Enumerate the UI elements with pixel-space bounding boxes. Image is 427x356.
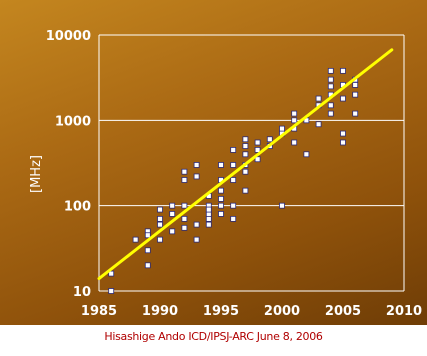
data-point — [315, 95, 322, 102]
data-point — [254, 139, 261, 146]
data-point — [205, 221, 212, 228]
data-point — [157, 206, 163, 213]
data-point — [218, 202, 224, 209]
y-tick-100: 100 — [64, 200, 91, 215]
data-point — [205, 206, 212, 213]
y-tick-10000: 10000 — [46, 29, 91, 44]
data-point — [218, 196, 224, 202]
data-point — [340, 95, 346, 102]
data-point — [254, 147, 261, 153]
trend-line — [97, 48, 394, 281]
data-point — [242, 136, 249, 143]
data-points — [108, 67, 359, 294]
y-tick-labels: 10 100 1000 10000 — [46, 29, 91, 300]
data-point — [327, 110, 334, 117]
x-tick-2005: 2005 — [325, 304, 361, 319]
data-point — [291, 139, 298, 146]
data-point — [157, 236, 163, 243]
data-point — [340, 130, 346, 137]
data-point — [279, 202, 285, 209]
data-point — [230, 162, 237, 168]
data-point — [352, 82, 359, 88]
data-point — [242, 151, 249, 158]
data-point — [218, 211, 224, 217]
data-point — [144, 232, 151, 239]
data-point — [230, 177, 237, 183]
data-point — [157, 221, 163, 228]
data-point — [230, 147, 237, 153]
data-point — [291, 110, 298, 117]
data-point — [181, 177, 188, 183]
data-point — [193, 236, 200, 243]
y-axis-label: [MHz] — [29, 155, 44, 193]
x-tick-1985: 1985 — [81, 304, 117, 319]
data-point — [218, 162, 224, 168]
data-point — [303, 151, 310, 158]
data-point — [340, 67, 346, 74]
data-point — [193, 173, 200, 180]
grid-lines — [98, 34, 405, 292]
data-point — [157, 215, 163, 222]
data-point — [181, 202, 188, 209]
data-point — [169, 228, 176, 235]
data-point — [242, 168, 249, 175]
x-tick-1995: 1995 — [203, 304, 239, 319]
data-point — [266, 136, 273, 143]
data-point — [242, 187, 249, 194]
data-point — [169, 202, 176, 209]
data-point — [327, 102, 334, 109]
data-point — [144, 262, 151, 269]
data-point — [327, 67, 334, 74]
data-point — [218, 187, 224, 194]
data-point — [181, 168, 188, 175]
data-point — [315, 121, 322, 128]
data-point — [327, 83, 334, 90]
data-point — [352, 110, 359, 117]
footer-credit: Hisashige Ando ICD/IPSJ-ARC June 8, 2006 — [104, 330, 323, 343]
data-point — [108, 288, 115, 294]
chart-background — [0, 0, 427, 325]
data-point — [181, 224, 188, 231]
data-point — [181, 215, 188, 222]
trend-line-group — [97, 48, 394, 281]
data-point — [230, 202, 237, 209]
data-point — [254, 156, 261, 163]
y-tick-10: 10 — [73, 285, 91, 300]
x-tick-1990: 1990 — [142, 304, 178, 319]
x-tick-2000: 2000 — [264, 304, 300, 319]
data-point — [169, 211, 176, 217]
data-point — [193, 221, 200, 228]
data-point — [205, 215, 212, 222]
data-point — [193, 162, 200, 168]
data-point — [144, 247, 151, 254]
data-point — [108, 270, 115, 277]
x-tick-labels: 1985 1990 1995 2000 2005 2010 — [81, 304, 422, 319]
data-point — [352, 91, 359, 98]
data-point — [132, 236, 139, 243]
data-point — [327, 76, 334, 83]
data-point — [279, 125, 285, 132]
data-point — [291, 117, 298, 124]
data-point — [242, 143, 249, 149]
y-tick-1000: 1000 — [55, 114, 91, 129]
data-point — [340, 139, 346, 146]
x-tick-2010: 2010 — [386, 304, 422, 319]
data-point — [230, 215, 237, 222]
